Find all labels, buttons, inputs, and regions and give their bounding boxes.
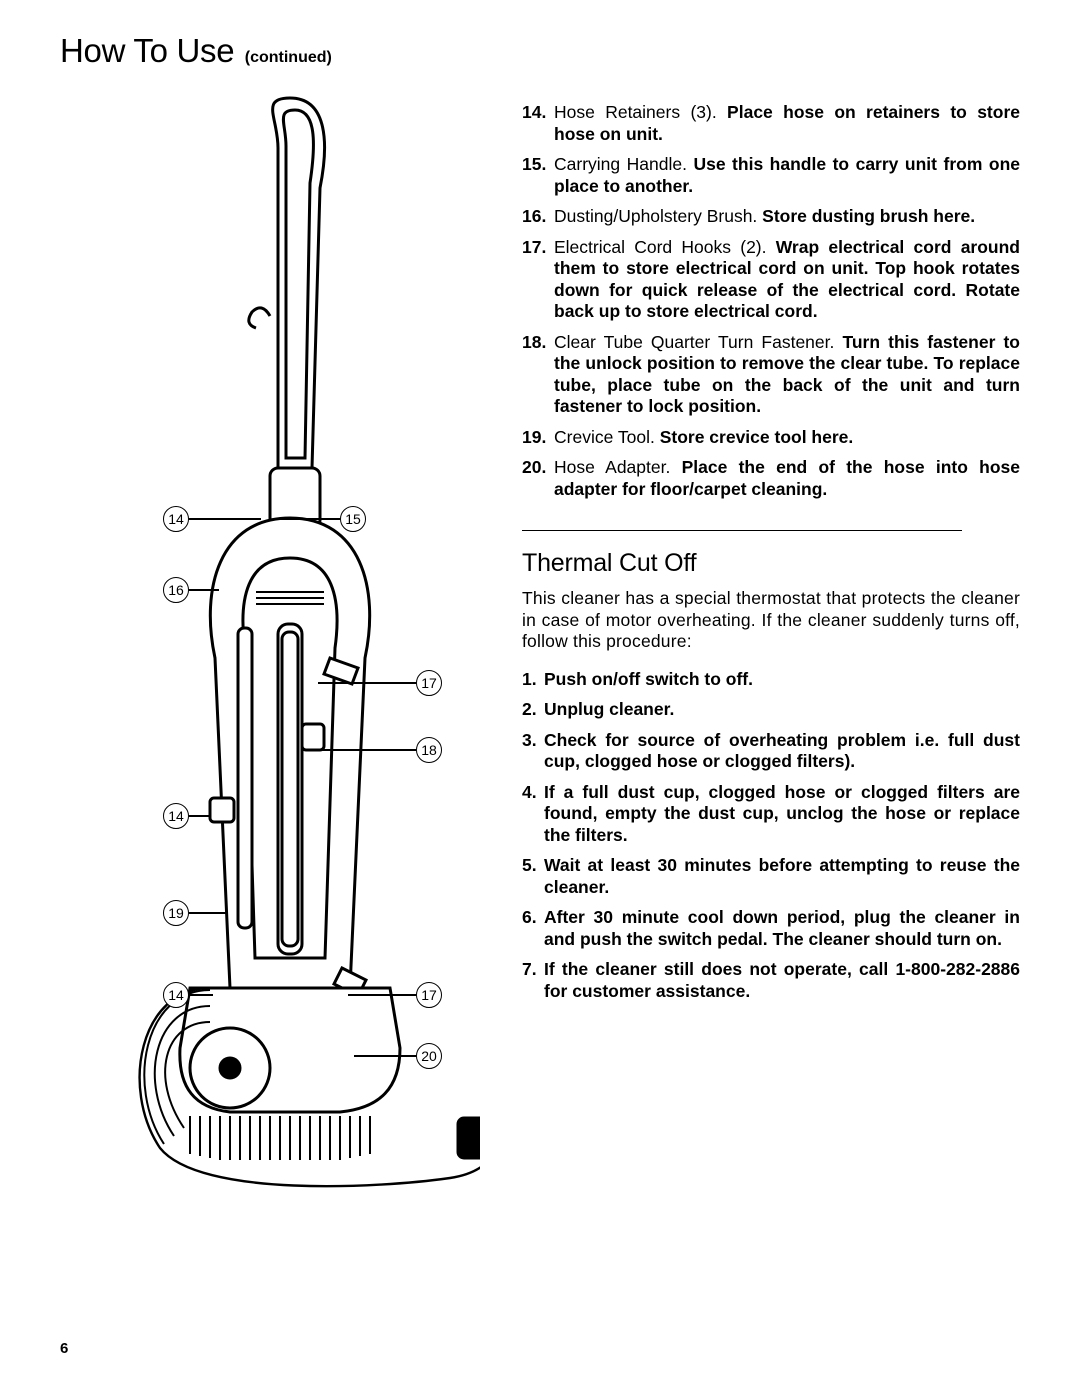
thermal-step-number: 6. [522, 907, 537, 929]
page-number: 6 [60, 1340, 68, 1357]
thermal-step: 4. If a full dust cup, clogged hose or cl… [522, 782, 1020, 847]
callout-leader [276, 518, 340, 520]
callout-leader [354, 1055, 416, 1057]
parts-item: 15.Carrying Handle. Use this handle to c… [522, 154, 1020, 197]
callout-leader [189, 815, 211, 817]
text-column: 14.Hose Retainers (3). Place hose on ret… [522, 88, 1020, 1208]
callout-leader [189, 589, 219, 591]
thermal-step-number: 1. [522, 669, 537, 691]
callout-18: 18 [416, 737, 442, 763]
parts-item-name: Hose Retainers (3). [554, 102, 727, 122]
callout-20: 20 [416, 1043, 442, 1069]
parts-item: 18.Clear Tube Quarter Turn Fastener. Tur… [522, 332, 1020, 418]
thermal-step-text: Push on/off switch to off. [544, 669, 753, 689]
thermal-step: 6. After 30 minute cool down period, plug… [522, 907, 1020, 950]
page-title: How To Use [60, 32, 234, 69]
parts-item: 20.Hose Adapter. Place the end of the ho… [522, 457, 1020, 500]
parts-item-number: 20. [522, 457, 546, 479]
page-title-continued: (continued) [245, 49, 332, 66]
callout-leader [189, 912, 227, 914]
parts-item-name: Carrying Handle. [554, 154, 693, 174]
callout-14: 14 [163, 982, 189, 1008]
parts-item-number: 19. [522, 427, 546, 449]
callout-16: 16 [163, 577, 189, 603]
thermal-step-text: After 30 minute cool down period, plug t… [544, 907, 1020, 949]
thermal-step-number: 2. [522, 699, 537, 721]
thermal-step-text: If a full dust cup, clogged hose or clog… [544, 782, 1020, 845]
parts-item-name: Electrical Cord Hooks (2). [554, 237, 776, 257]
parts-item: 16. Dusting/Upholstery Brush. Store dusti… [522, 206, 1020, 228]
parts-item-instruction: Store crevice tool here. [660, 427, 854, 447]
callout-leader [189, 518, 261, 520]
parts-item-instruction: Store dusting brush here. [762, 206, 975, 226]
parts-item: 19. Crevice Tool. Store crevice tool here… [522, 427, 1020, 449]
content-columns: 14 15 16 17 18 14 19 14 17 20 14. Hose Retainers (… [60, 88, 1020, 1208]
callout-leader [318, 682, 416, 684]
callout-19: 19 [163, 900, 189, 926]
parts-list: 14.Hose Retainers (3). Place hose on ret… [522, 102, 1020, 500]
vacuum-svg [80, 88, 480, 1208]
callout-15: 15 [340, 506, 366, 532]
thermal-step: 7. If the cleaner still does not operate,… [522, 959, 1020, 1002]
parts-item-number: 17. [522, 237, 546, 259]
thermal-steps: 1. Push on/off switch to off. 2. Unplug cle… [522, 669, 1020, 1003]
parts-item-number: 18. [522, 332, 546, 354]
parts-item-number: 15. [522, 154, 546, 176]
thermal-step-number: 7. [522, 959, 537, 981]
callout-leader [348, 994, 416, 996]
thermal-step: 1. Push on/off switch to off. [522, 669, 1020, 691]
parts-item-number: 14. [522, 102, 546, 124]
callout-14: 14 [163, 506, 189, 532]
callout-17: 17 [416, 982, 442, 1008]
diagram-column: 14 15 16 17 18 14 19 14 17 20 [60, 88, 492, 1208]
parts-item-name: Dusting/Upholstery Brush. [554, 206, 762, 226]
thermal-intro: This cleaner has a special thermostat th… [522, 588, 1020, 653]
thermal-step-text: Check for source of overheating problem … [544, 730, 1020, 772]
thermal-step: 2. Unplug cleaner. [522, 699, 1020, 721]
vacuum-diagram: 14 15 16 17 18 14 19 14 17 20 [60, 88, 492, 1208]
thermal-step-number: 4. [522, 782, 537, 804]
thermal-step-text: Unplug cleaner. [544, 699, 674, 719]
callout-14: 14 [163, 803, 189, 829]
parts-item-number: 16. [522, 206, 546, 228]
thermal-step-number: 3. [522, 730, 537, 752]
callout-leader [189, 994, 213, 996]
thermal-step-text: Wait at least 30 minutes before attempti… [544, 855, 1020, 897]
thermal-title: Thermal Cut Off [522, 549, 1020, 578]
section-divider [522, 530, 962, 531]
thermal-step-number: 5. [522, 855, 537, 877]
thermal-step-text: If the cleaner still does not operate, c… [544, 959, 1020, 1001]
parts-item: 14.Hose Retainers (3). Place hose on ret… [522, 102, 1020, 145]
page-title-row: How To Use (continued) [60, 32, 1020, 70]
parts-item-name: Hose Adapter. [554, 457, 682, 477]
thermal-step: 3. Check for source of overheating proble… [522, 730, 1020, 773]
parts-item: 17.Electrical Cord Hooks (2). Wrap elect… [522, 237, 1020, 323]
thermal-step: 5. Wait at least 30 minutes before attemp… [522, 855, 1020, 898]
callout-leader [308, 749, 416, 751]
callout-17: 17 [416, 670, 442, 696]
parts-item-name: Clear Tube Quarter Turn Fastener. [554, 332, 842, 352]
parts-item-name: Crevice Tool. [554, 427, 660, 447]
